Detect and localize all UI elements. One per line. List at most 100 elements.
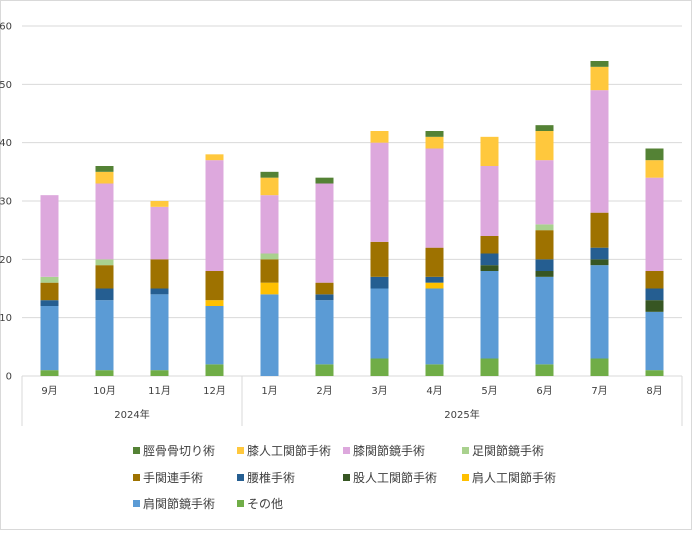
bar-segment <box>590 66 609 91</box>
legend-label: 足関節鏡手術 <box>472 443 544 458</box>
bar-segment <box>40 276 59 283</box>
bars <box>40 61 664 376</box>
bar-segment <box>590 247 609 260</box>
bar-segment <box>480 271 499 359</box>
bar-segment <box>535 271 554 277</box>
x-tick-label: 8月 <box>646 385 662 397</box>
legend-swatch <box>237 447 244 454</box>
bar-segment <box>205 154 224 161</box>
bar-segment <box>370 241 389 277</box>
bar-segment <box>260 294 279 376</box>
legend-label: 腰椎手術 <box>247 470 295 485</box>
legend-swatch <box>133 500 140 507</box>
bar-segment <box>95 288 114 301</box>
bar-segment <box>150 294 169 371</box>
legend-label: 手関連手術 <box>143 471 203 485</box>
bar-segment <box>40 370 59 376</box>
bar-segment <box>535 230 554 260</box>
bar-segment <box>425 282 444 289</box>
x-tick-label: 11月 <box>148 385 171 397</box>
bar-segment <box>40 282 59 301</box>
bar-segment <box>425 276 444 283</box>
bar-segment <box>590 90 609 213</box>
bar-segment <box>645 288 664 301</box>
bar-segment <box>315 300 334 365</box>
bar-segment <box>370 131 389 143</box>
y-tick-label: 20 <box>0 255 12 266</box>
x-tick-label: 4月 <box>426 385 442 397</box>
bar-segment <box>370 142 389 242</box>
bar-segment <box>150 370 169 376</box>
x-tick-label: 10月 <box>93 385 116 397</box>
bar-segment <box>535 224 554 231</box>
bar-segment <box>480 253 499 266</box>
y-tick-label: 10 <box>0 313 12 324</box>
bar-segment <box>260 259 279 283</box>
x-tick-label: 12月 <box>203 385 226 397</box>
bar-segment <box>425 288 444 365</box>
bar-segment <box>480 136 499 166</box>
x-tick-label: 6月 <box>536 385 552 397</box>
bar-segment <box>315 364 334 376</box>
bar-segment <box>150 288 169 295</box>
year-group-label: 2025年 <box>444 408 479 421</box>
bar-segment <box>535 160 554 225</box>
bar-segment <box>535 259 554 271</box>
bar-segment <box>590 212 609 248</box>
bar-segment <box>40 300 59 306</box>
bar-segment <box>315 294 334 301</box>
x-tick-label: 1月 <box>261 385 277 397</box>
gridlines <box>22 25 682 377</box>
legend-swatch <box>133 474 140 481</box>
legend-swatch <box>462 447 469 454</box>
bar-segment <box>95 265 114 289</box>
bar-segment <box>40 306 59 371</box>
legend-swatch <box>237 500 244 507</box>
bar-segment <box>205 300 224 306</box>
bar-segment <box>95 171 114 184</box>
bar-segment <box>95 300 114 371</box>
bar-segment <box>315 177 334 184</box>
bar-segment <box>425 136 444 149</box>
bar-segment <box>480 236 499 254</box>
y-axis-ticks: 0 10 20 30 40 50 60 <box>0 22 12 383</box>
y-tick-label: 0 <box>6 372 12 383</box>
bar-segment <box>260 282 279 295</box>
bar-segment <box>645 177 664 271</box>
bar-segment <box>95 370 114 376</box>
bar-segment <box>205 364 224 376</box>
bar-segment <box>95 166 114 172</box>
bar-segment <box>425 364 444 376</box>
x-tick-label: 3月 <box>371 385 387 397</box>
bar-segment <box>480 265 499 271</box>
legend-label: 膝関節鏡手術 <box>353 443 425 458</box>
bar-segment <box>535 364 554 376</box>
bar-segment <box>425 247 444 277</box>
bar-segment <box>260 177 279 196</box>
legend-label: 膝人工関節手術 <box>247 443 331 458</box>
bar-segment <box>315 282 334 295</box>
bar-segment <box>645 311 664 371</box>
bar-segment <box>645 160 664 178</box>
legend-label: 肩関節鏡手術 <box>143 496 215 511</box>
x-tick-label: 5月 <box>481 385 497 397</box>
bar-segment <box>480 358 499 376</box>
legend-swatch <box>343 447 350 454</box>
bar-segment <box>150 201 169 207</box>
bar-segment <box>590 265 609 359</box>
y-tick-label: 50 <box>0 80 12 91</box>
legend-swatch <box>343 474 350 481</box>
bar-segment <box>260 195 279 254</box>
legend-swatch <box>133 447 140 454</box>
bar-segment <box>95 259 114 266</box>
bar-segment <box>260 253 279 260</box>
bar-segment <box>40 195 59 277</box>
bar-segment <box>535 276 554 365</box>
bar-segment <box>150 259 169 289</box>
bar-segment <box>370 358 389 376</box>
year-group-label: 2024年 <box>114 408 149 421</box>
